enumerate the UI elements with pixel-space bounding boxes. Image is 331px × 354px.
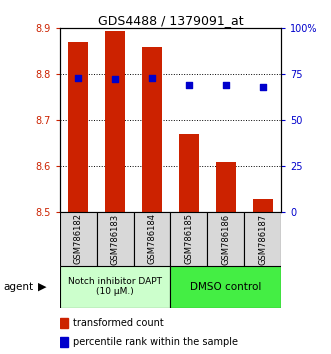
Bar (244, 212, 281, 266)
Bar (133, 212, 170, 266)
Bar (97, 212, 133, 266)
Bar (105, 31, 125, 212)
Bar (170, 212, 208, 266)
Bar (179, 134, 199, 212)
Point (75, 75, 81, 81)
Text: transformed count: transformed count (73, 318, 164, 328)
Title: GDS4488 / 1379091_at: GDS4488 / 1379091_at (98, 14, 243, 27)
Point (223, 82, 228, 88)
Bar (60, 212, 97, 266)
Text: percentile rank within the sample: percentile rank within the sample (73, 337, 238, 347)
Bar (142, 47, 162, 212)
Bar (60, 337, 69, 347)
Bar (60, 266, 170, 308)
Bar (216, 162, 236, 212)
Bar (253, 199, 273, 212)
Bar (68, 42, 88, 212)
Text: GSM786186: GSM786186 (221, 213, 230, 264)
Text: GSM786184: GSM786184 (148, 213, 157, 264)
Text: GSM786185: GSM786185 (184, 213, 193, 264)
Bar (208, 212, 244, 266)
Text: GSM786187: GSM786187 (259, 213, 267, 264)
Text: ▶: ▶ (38, 282, 47, 292)
Text: GSM786182: GSM786182 (73, 213, 82, 264)
Point (260, 84, 265, 90)
Text: DMSO control: DMSO control (190, 282, 261, 292)
Point (186, 82, 192, 88)
Point (112, 76, 118, 82)
Text: GSM786183: GSM786183 (111, 213, 119, 264)
Text: agent: agent (3, 282, 33, 292)
Bar (60, 318, 69, 328)
Bar (170, 266, 281, 308)
Text: Notch inhibitor DAPT
(10 μM.): Notch inhibitor DAPT (10 μM.) (68, 277, 162, 296)
Point (149, 76, 155, 81)
